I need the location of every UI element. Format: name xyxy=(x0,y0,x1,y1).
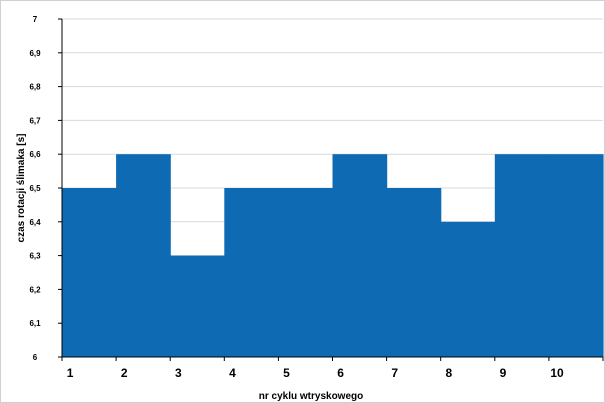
x-tick-label: 9 xyxy=(500,366,507,380)
plot-area-series xyxy=(62,154,604,357)
area-step xyxy=(440,221,496,357)
area-step xyxy=(494,154,550,357)
y-axis-title: czas rotacji ślimaka [s] xyxy=(16,134,27,243)
y-tick-label: 6,8 xyxy=(29,83,41,92)
y-tick-label: 6,4 xyxy=(29,218,41,227)
x-tick-label: 6 xyxy=(337,366,344,380)
x-tick-label: 8 xyxy=(445,366,452,380)
x-tick-label: 3 xyxy=(175,366,182,380)
area-step xyxy=(224,188,279,357)
x-tick-labels: 1 2 3 4 5 6 7 8 9 10 xyxy=(67,366,564,380)
x-tick-label: 10 xyxy=(550,366,564,380)
x-tick-label: 1 xyxy=(67,366,74,380)
area-step xyxy=(386,188,442,357)
x-tick-label: 5 xyxy=(283,366,290,380)
y-tick-label: 6,6 xyxy=(29,150,41,159)
axes xyxy=(58,18,604,361)
area-step xyxy=(278,188,334,357)
area-step xyxy=(116,154,171,357)
x-tick-label: 4 xyxy=(229,366,236,380)
y-tick-labels: 6 6,1 6,2 6,3 6,4 6,5 6,6 6,7 6,8 6,9 7 xyxy=(29,15,41,362)
y-tick-label: 6,3 xyxy=(29,252,41,261)
area-step xyxy=(170,255,225,357)
y-tick-label: 6,1 xyxy=(29,319,41,328)
area-step xyxy=(62,188,117,357)
y-tick-label: 6,9 xyxy=(29,49,41,58)
area-step xyxy=(548,154,604,357)
x-tick-label: 7 xyxy=(391,366,398,380)
y-tick-label: 6,7 xyxy=(29,116,41,125)
y-tick-label: 6,2 xyxy=(29,285,41,294)
y-tick-label: 7 xyxy=(33,15,38,24)
y-tick-label: 6,5 xyxy=(29,184,41,193)
x-tick-label: 2 xyxy=(121,366,128,380)
y-tick-label: 6 xyxy=(33,353,38,362)
area-step xyxy=(332,154,388,357)
x-axis-title: nr cyklu wtryskowego xyxy=(259,391,363,402)
